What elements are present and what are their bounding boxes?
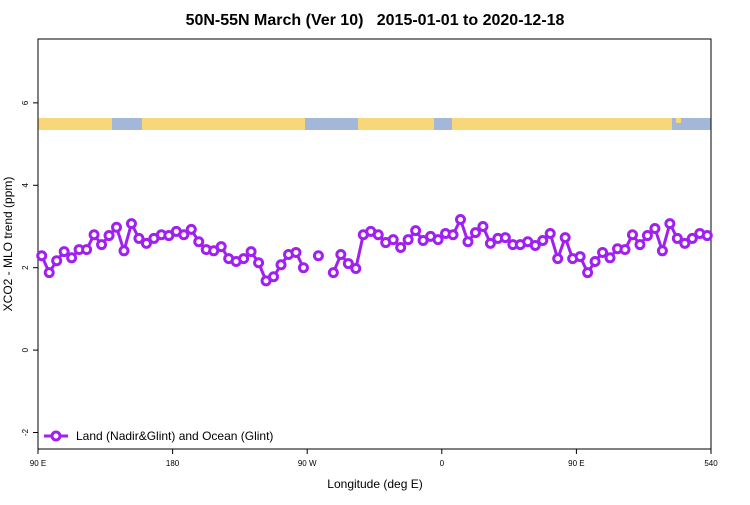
data-point	[312, 250, 324, 262]
x-tick-label: 0	[440, 459, 445, 468]
data-point	[245, 246, 257, 258]
data-point	[125, 218, 137, 230]
data-point	[686, 232, 698, 244]
data-point	[477, 220, 489, 232]
data-point	[81, 244, 93, 256]
data-point	[679, 237, 691, 249]
x-tick-label: 90 W	[298, 459, 317, 468]
data-point	[649, 223, 661, 235]
data-point	[559, 232, 571, 244]
data-point	[537, 234, 549, 246]
y-tick-label: -2	[21, 428, 30, 436]
data-point	[342, 258, 354, 270]
x-tick-label: 90 E	[30, 459, 46, 468]
data-point	[275, 259, 287, 271]
data-point	[238, 253, 250, 265]
data-point	[641, 230, 653, 242]
x-axis-label: Longitude (deg E)	[327, 477, 422, 491]
data-point	[469, 227, 481, 239]
data-point	[582, 267, 594, 279]
data-point	[111, 221, 123, 233]
y-tick-label: 2	[21, 265, 30, 270]
data-point	[499, 232, 511, 244]
y-tick-label: 6	[21, 100, 30, 105]
data-point	[88, 229, 100, 241]
data-point	[544, 227, 556, 239]
data-point	[701, 230, 713, 242]
data-point	[410, 225, 422, 237]
data-point	[447, 229, 459, 241]
data-point	[118, 245, 130, 257]
data-point	[253, 257, 265, 269]
data-point	[140, 237, 152, 249]
data-point	[58, 246, 70, 258]
data-point	[268, 271, 280, 283]
x-tick-label: 540	[704, 459, 718, 468]
data-point	[432, 234, 444, 246]
data-point	[395, 242, 407, 254]
legend-marker	[50, 430, 62, 442]
data-point	[387, 234, 399, 246]
data-point	[402, 234, 414, 246]
data-point	[484, 237, 496, 249]
data-point	[290, 246, 302, 258]
legend-label: Land (Nadir&Glint) and Ocean (Glint)	[76, 429, 273, 443]
data-point	[589, 256, 601, 268]
data-point	[335, 249, 347, 261]
data-point	[597, 246, 609, 258]
data-point	[619, 244, 631, 256]
x-tick-label: 180	[166, 459, 180, 468]
x-tick-label: 90 E	[568, 459, 584, 468]
data-point	[671, 232, 683, 244]
data-point	[215, 241, 227, 253]
land-ocean-strip	[38, 118, 711, 130]
data-point	[297, 262, 309, 274]
data-point	[626, 229, 638, 241]
y-tick-label: 0	[21, 347, 30, 352]
data-point	[327, 267, 339, 279]
data-point	[656, 245, 668, 257]
data-point	[664, 218, 676, 230]
data-point	[66, 252, 78, 264]
data-point	[372, 229, 384, 241]
data-point	[529, 239, 541, 251]
data-point	[454, 213, 466, 225]
data-point	[103, 230, 115, 242]
data-point	[51, 255, 63, 267]
data-point	[552, 253, 564, 265]
data-point	[634, 239, 646, 251]
legend: Land (Nadir&Glint) and Ocean (Glint)	[44, 429, 273, 443]
data-point	[43, 267, 55, 279]
data-point	[133, 232, 145, 244]
data-point	[193, 236, 205, 248]
data-point	[36, 250, 48, 262]
data-point	[178, 229, 190, 241]
data-point	[350, 263, 362, 275]
y-axis-label: XCO2 - MLO trend (ppm)	[1, 177, 15, 312]
data-point	[185, 223, 197, 235]
data-point	[96, 239, 108, 251]
data-point	[604, 252, 616, 264]
plot-frame	[37, 38, 712, 450]
data-point	[574, 251, 586, 263]
y-tick-label: 4	[21, 183, 30, 188]
data-point	[462, 236, 474, 248]
chart-title: 50N-55N March (Ver 10) 2015-01-01 to 202…	[186, 12, 565, 29]
